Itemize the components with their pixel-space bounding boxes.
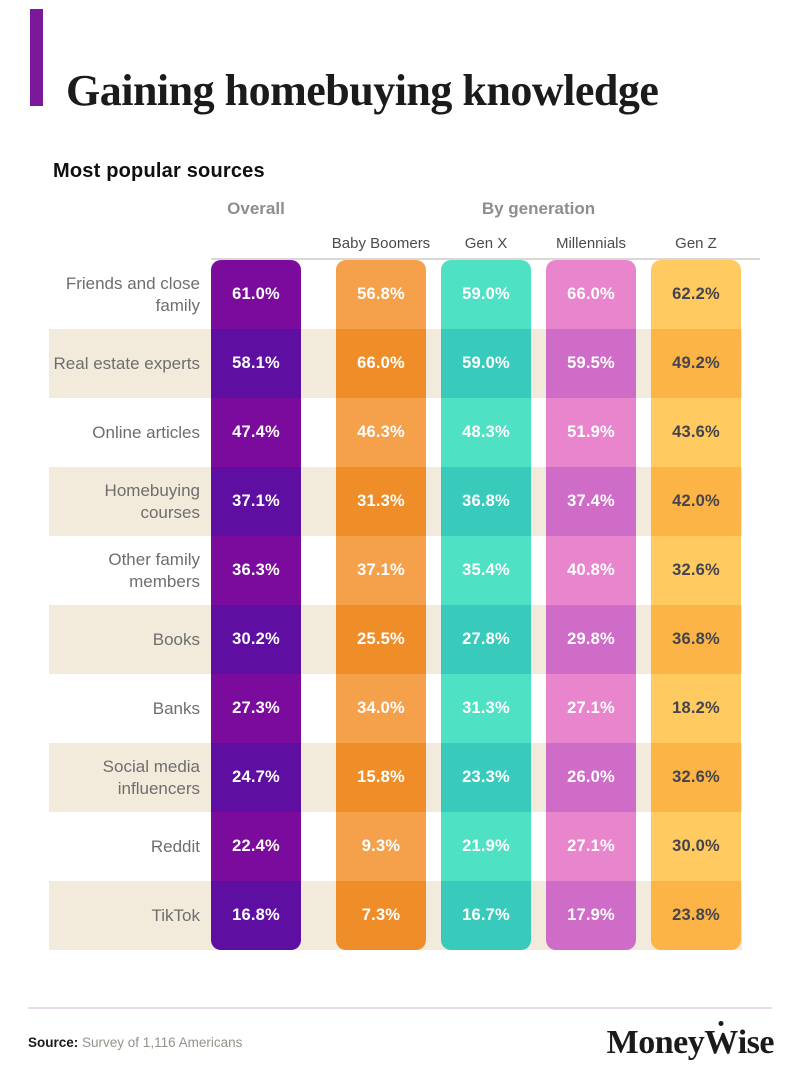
value-cell-gen-x-other-family-members: 35.4% bbox=[441, 536, 531, 605]
value-cell-gen-z-reddit: 30.0% bbox=[651, 812, 741, 881]
value-cell-gen-x-tiktok: 16.7% bbox=[441, 881, 531, 950]
row-label: TikTok bbox=[151, 905, 201, 925]
value-cell-overall-friends-and-close-family: 61.0% bbox=[211, 260, 301, 329]
source-note: Source: Survey of 1,116 Americans bbox=[28, 1035, 242, 1050]
value-cell-gen-z-banks: 18.2% bbox=[651, 674, 741, 743]
column-millennials: 66.0% 59.5% 51.9% 37.4% 40.8% 29.8% 27.1% 26.0%… bbox=[546, 260, 636, 950]
value-cell-gen-z-real-estate-experts: 49.2% bbox=[651, 329, 741, 398]
value-cell-gen-x-banks: 31.3% bbox=[441, 674, 531, 743]
value-cell-overall-social-media-influencers: 24.7% bbox=[211, 743, 301, 812]
value-cell-overall-reddit: 22.4% bbox=[211, 812, 301, 881]
value-cell-millennials-reddit: 27.1% bbox=[546, 812, 636, 881]
value-cell-overall-homebuying-courses: 37.1% bbox=[211, 467, 301, 536]
row-label: Other family members bbox=[108, 550, 200, 591]
value-cell-baby-boomers-other-family-members: 37.1% bbox=[336, 536, 426, 605]
value-cell-gen-x-homebuying-courses: 36.8% bbox=[441, 467, 531, 536]
value-cell-gen-z-social-media-influencers: 32.6% bbox=[651, 743, 741, 812]
header-hairline bbox=[211, 258, 760, 260]
value-cell-baby-boomers-books: 25.5% bbox=[336, 605, 426, 674]
value-cell-millennials-other-family-members: 40.8% bbox=[546, 536, 636, 605]
column-overall: 61.0% 58.1% 47.4% 37.1% 36.3% 30.2% 27.3% 24.7%… bbox=[211, 260, 301, 950]
row-label: Reddit bbox=[150, 836, 200, 856]
table-row-reddit: Reddit bbox=[49, 812, 742, 881]
value-cell-millennials-online-articles: 51.9% bbox=[546, 398, 636, 467]
value-cell-baby-boomers-friends-and-close-family: 56.8% bbox=[336, 260, 426, 329]
value-cell-millennials-books: 29.8% bbox=[546, 605, 636, 674]
table-row-friends-and-close-family: Friends and close family bbox=[49, 260, 742, 329]
row-label: Social media influencers bbox=[102, 757, 200, 798]
column-gen-x: 59.0% 59.0% 48.3% 36.8% 35.4% 27.8% 31.3% 23.3%… bbox=[441, 260, 531, 950]
row-label: Friends and close family bbox=[65, 274, 200, 315]
value-cell-gen-x-reddit: 21.9% bbox=[441, 812, 531, 881]
value-cell-overall-tiktok: 16.8% bbox=[211, 881, 301, 950]
row-label: Homebuying courses bbox=[104, 481, 200, 522]
footer-divider bbox=[28, 1007, 772, 1009]
value-cell-gen-x-online-articles: 48.3% bbox=[441, 398, 531, 467]
value-cell-gen-z-other-family-members: 32.6% bbox=[651, 536, 741, 605]
value-cell-millennials-friends-and-close-family: 66.0% bbox=[546, 260, 636, 329]
value-cell-baby-boomers-tiktok: 7.3% bbox=[336, 881, 426, 950]
value-cell-overall-online-articles: 47.4% bbox=[211, 398, 301, 467]
accent-bar bbox=[30, 9, 43, 106]
value-cell-overall-real-estate-experts: 58.1% bbox=[211, 329, 301, 398]
column-group-overall: Overall bbox=[227, 199, 285, 218]
value-cell-millennials-banks: 27.1% bbox=[546, 674, 636, 743]
value-cell-gen-x-friends-and-close-family: 59.0% bbox=[441, 260, 531, 329]
value-cell-overall-other-family-members: 36.3% bbox=[211, 536, 301, 605]
value-cell-baby-boomers-social-media-influencers: 15.8% bbox=[336, 743, 426, 812]
column-header-gen-z: Gen Z bbox=[675, 235, 717, 252]
column-header-baby-boomers: Baby Boomers bbox=[331, 235, 431, 252]
value-cell-gen-x-real-estate-experts: 59.0% bbox=[441, 329, 531, 398]
value-cell-millennials-homebuying-courses: 37.4% bbox=[546, 467, 636, 536]
source-label: Source: bbox=[28, 1035, 79, 1050]
value-cell-millennials-tiktok: 17.9% bbox=[546, 881, 636, 950]
value-cell-gen-z-online-articles: 43.6% bbox=[651, 398, 741, 467]
value-cell-baby-boomers-online-articles: 46.3% bbox=[336, 398, 426, 467]
value-cell-baby-boomers-banks: 34.0% bbox=[336, 674, 426, 743]
moneywise-logo: MoneyWise bbox=[606, 1024, 775, 1062]
column-header-millennials: Millennials bbox=[555, 235, 627, 252]
column-baby-boomers: 56.8% 66.0% 46.3% 31.3% 37.1% 25.5% 34.0% 15.8%… bbox=[336, 260, 426, 950]
column-header-gen-x: Gen X bbox=[464, 235, 508, 252]
table-row-banks: Banks bbox=[49, 674, 742, 743]
table-row-other-family-members: Other family members bbox=[49, 536, 742, 605]
value-cell-overall-banks: 27.3% bbox=[211, 674, 301, 743]
table-row-online-articles: Online articles bbox=[49, 398, 742, 467]
row-label: Online articles bbox=[92, 422, 200, 442]
logo-text-post: ise bbox=[737, 1024, 775, 1061]
row-label: Books bbox=[152, 629, 200, 649]
logo-text-pre: Money bbox=[606, 1024, 705, 1061]
value-cell-overall-books: 30.2% bbox=[211, 605, 301, 674]
chart-title: Most popular sources bbox=[53, 160, 265, 182]
value-cell-gen-z-homebuying-courses: 42.0% bbox=[651, 467, 741, 536]
page-title: Gaining homebuying knowledge bbox=[66, 66, 659, 116]
row-label: Real estate experts bbox=[53, 353, 200, 373]
value-cell-millennials-social-media-influencers: 26.0% bbox=[546, 743, 636, 812]
value-cell-baby-boomers-homebuying-courses: 31.3% bbox=[336, 467, 426, 536]
value-cell-gen-z-friends-and-close-family: 62.2% bbox=[651, 260, 741, 329]
value-cell-baby-boomers-reddit: 9.3% bbox=[336, 812, 426, 881]
column-group-by-generation: By generation bbox=[481, 199, 596, 218]
row-label: Banks bbox=[152, 698, 200, 718]
value-cell-baby-boomers-real-estate-experts: 66.0% bbox=[336, 329, 426, 398]
value-cell-gen-x-books: 27.8% bbox=[441, 605, 531, 674]
value-cell-gen-z-books: 36.8% bbox=[651, 605, 741, 674]
value-cell-millennials-real-estate-experts: 59.5% bbox=[546, 329, 636, 398]
logo-w-with-dot: W bbox=[704, 1024, 738, 1061]
column-gen-z: 62.2% 49.2% 43.6% 42.0% 32.6% 36.8% 18.2% 32.6%… bbox=[651, 260, 741, 950]
source-text: Survey of 1,116 Americans bbox=[82, 1035, 243, 1050]
value-cell-gen-z-tiktok: 23.8% bbox=[651, 881, 741, 950]
value-cell-gen-x-social-media-influencers: 23.3% bbox=[441, 743, 531, 812]
